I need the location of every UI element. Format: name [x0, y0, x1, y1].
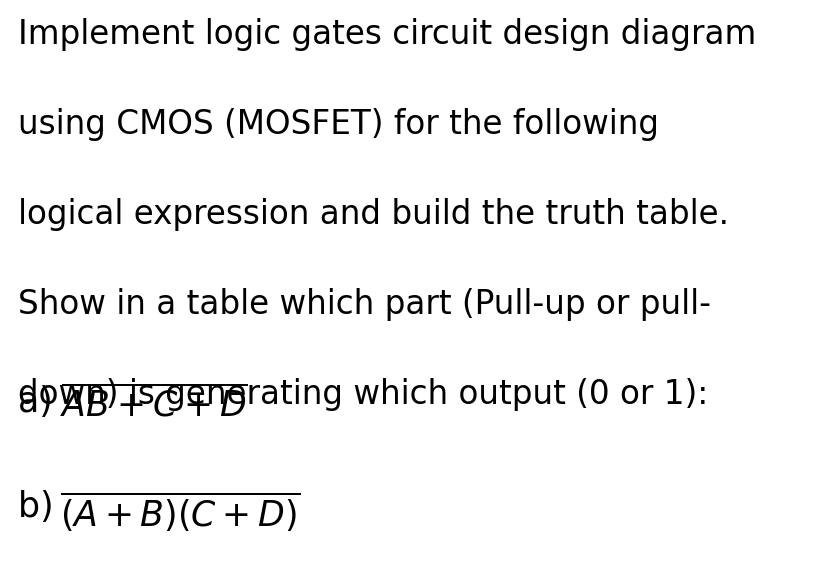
Text: using CMOS (MOSFET) for the following: using CMOS (MOSFET) for the following [18, 108, 658, 141]
Text: b): b) [18, 490, 65, 524]
Text: Implement logic gates circuit design diagram: Implement logic gates circuit design dia… [18, 18, 755, 51]
Text: logical expression and build the truth table.: logical expression and build the truth t… [18, 198, 728, 231]
Text: down) is generating which output (0 or 1):: down) is generating which output (0 or 1… [18, 378, 708, 411]
Text: $\overline{AB + C + D}$: $\overline{AB + C + D}$ [60, 385, 247, 423]
Text: $\overline{(A + B)(C + D)}$: $\overline{(A + B)(C + D)}$ [60, 490, 300, 534]
Text: Show in a table which part (Pull-up or pull-: Show in a table which part (Pull-up or p… [18, 288, 710, 321]
Text: a): a) [18, 385, 64, 419]
